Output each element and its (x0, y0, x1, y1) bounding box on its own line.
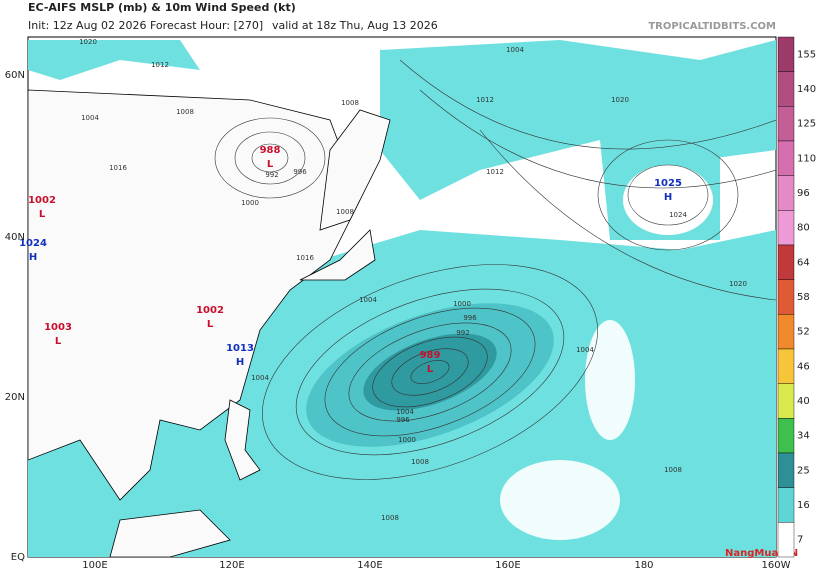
colorbar-segment (777, 383, 795, 419)
colorbar-label: 16 (797, 500, 810, 511)
site: TROPICALTIDBITS.COM (648, 21, 776, 32)
colorbar-label: 52 (797, 327, 810, 338)
isobar-label: 1024 (669, 211, 687, 219)
isobar-label: 1012 (151, 61, 169, 69)
isobar-label: 1020 (729, 280, 747, 288)
lat-label: 60N (5, 70, 25, 81)
lat-label: EQ (11, 552, 25, 563)
lon-label: 120E (219, 560, 244, 571)
colorbar-segment (777, 175, 795, 211)
isobar-label: 1000 (398, 436, 416, 444)
colorbar-segment (777, 348, 795, 384)
isobar-label: 1012 (486, 168, 504, 176)
center-letter: H (29, 252, 37, 263)
isobar-label: 1016 (296, 254, 314, 262)
isobar-label: 1004 (251, 374, 269, 382)
center-pressure: 989 (420, 350, 441, 361)
forecast-hour: Forecast Hour: [270] (150, 19, 263, 32)
isobar-label: 992 (456, 329, 469, 337)
center-pressure: 988 (260, 145, 281, 156)
colorbar-label: 140 (797, 84, 816, 95)
isobar-label: 1004 (359, 296, 377, 304)
isobar-label: 1004 (506, 46, 524, 54)
colorbar-segment (777, 244, 795, 280)
isobar-label: 1008 (411, 458, 429, 466)
colorbar-label: 125 (797, 119, 816, 130)
colorbar-label: 155 (797, 49, 816, 60)
colorbar-segment (777, 314, 795, 350)
center-pressure: 1002 (28, 195, 56, 206)
center-letter: L (55, 336, 62, 347)
isobar-label: 1004 (81, 114, 99, 122)
colorbar-segment (777, 418, 795, 454)
map: 988 L 1002 L 1024 H 1002 L 1003 L 1013 H 989 L 1025 H 10… (19, 36, 777, 558)
isobar-label: 1004 (396, 408, 414, 416)
isobar-label: 1008 (341, 99, 359, 107)
colorbar-label: 110 (797, 153, 816, 164)
colorbar-label: 64 (797, 257, 810, 268)
colorbar-segment (777, 36, 795, 72)
center-letter: L (39, 209, 46, 220)
colorbar-segment (777, 210, 795, 246)
lon-label: 160E (495, 560, 520, 571)
watermark: NangMua.VN (725, 548, 798, 559)
valid-time: valid at 18z Thu, Aug 13 2026 (272, 19, 438, 32)
isobar-label: 1000 (453, 300, 471, 308)
colorbar-segment (777, 71, 795, 107)
lon-label: 180 (634, 560, 653, 571)
lat-label: 40N (5, 232, 25, 243)
center-letter: L (427, 364, 434, 375)
isobar-label: 1008 (336, 208, 354, 216)
isobar-label: 1004 (576, 346, 594, 354)
wind-field (28, 40, 776, 557)
isobar-label: 1020 (611, 96, 629, 104)
colorbar-label: 34 (797, 431, 810, 442)
isobar-label: 1016 (109, 164, 127, 172)
colorbar-label: 7 (797, 535, 803, 546)
center-letter: H (236, 357, 244, 368)
colorbar-label: 80 (797, 223, 810, 234)
isobar-label: 996 (396, 416, 410, 424)
lon-label: 140E (357, 560, 382, 571)
isobar-label: 1020 (79, 38, 97, 46)
lon-label: 100E (82, 560, 107, 571)
center-pressure: 1002 (196, 305, 224, 316)
isobar-label: 1008 (664, 466, 682, 474)
colorbar-label: 25 (797, 465, 810, 476)
isobar-label: 992 (265, 171, 278, 179)
init: Init: 12z Aug 02 2026 (28, 19, 147, 32)
colorbar-label: 46 (797, 361, 810, 372)
isobar-label: 1000 (241, 199, 259, 207)
isobar-label: 1008 (176, 108, 194, 116)
center-pressure: 1024 (19, 238, 47, 249)
isobar-label: 996 (293, 168, 307, 176)
colorbar-segment (777, 106, 795, 142)
colorbar-segment (777, 452, 795, 488)
isobar-label: 996 (463, 314, 477, 322)
colorbar-segment (777, 279, 795, 315)
colorbar-label: 58 (797, 292, 810, 303)
lat-label: 20N (5, 392, 25, 403)
colorbar-segment (777, 487, 795, 523)
center-pressure: 1003 (44, 322, 72, 333)
isobar-label: 1012 (476, 96, 494, 104)
colorbar-label: 96 (797, 188, 810, 199)
colorbar-label: 40 (797, 396, 810, 407)
center-pressure: 1025 (654, 178, 682, 189)
title: EC-AIFS MSLP (mb) & 10m Wind Speed (kt) (28, 1, 296, 14)
lon-label: 160W (762, 560, 791, 571)
colorbar-segment (777, 522, 795, 558)
center-letter: H (664, 192, 672, 203)
center-pressure: 1013 (226, 343, 254, 354)
center-letter: L (267, 159, 274, 170)
colorbar-segment (777, 140, 795, 176)
isobar-label: 1008 (381, 514, 399, 522)
center-letter: L (207, 319, 214, 330)
